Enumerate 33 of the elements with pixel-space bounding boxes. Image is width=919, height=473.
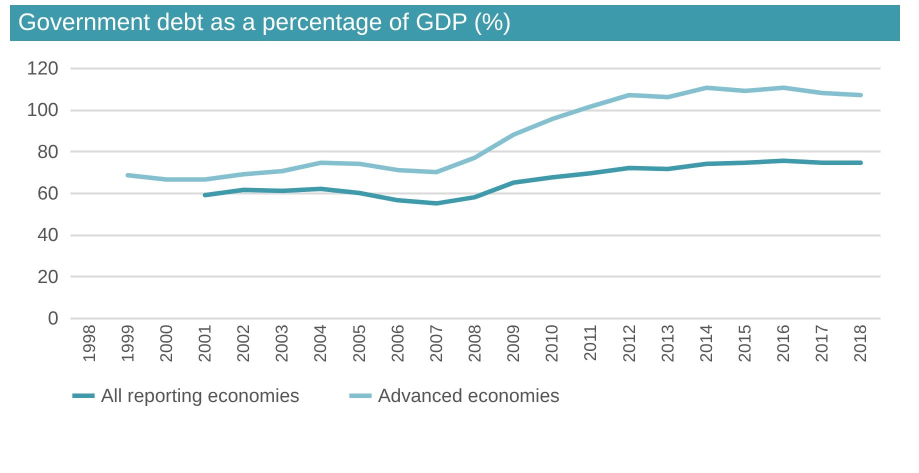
y-tick-label: 20 xyxy=(37,266,58,288)
y-tick-label: 60 xyxy=(37,184,58,204)
x-tick-label: 2010 xyxy=(542,324,562,362)
x-tick-label: 2013 xyxy=(658,324,678,362)
legend-label: Advanced economies xyxy=(378,386,560,407)
x-tick-label: 2015 xyxy=(736,324,754,362)
chart-title: Government debt as a percentage of GDP (%) xyxy=(18,9,512,36)
x-tick-label: 2003 xyxy=(272,324,292,362)
x-tick-label: 2000 xyxy=(156,324,176,362)
y-tick-label: 0 xyxy=(48,308,58,330)
y-tick-label: 40 xyxy=(37,225,58,246)
x-tick-label: 2006 xyxy=(388,324,408,362)
x-tick-label: 2002 xyxy=(234,324,254,362)
x-tick-label: 2016 xyxy=(774,324,794,362)
y-tick-label: 120 xyxy=(26,58,58,80)
x-tick-label: 2009 xyxy=(504,324,524,362)
line-series xyxy=(126,86,863,182)
x-tick-label: 2001 xyxy=(196,324,214,362)
y-tick-label: 80 xyxy=(37,142,58,163)
x-tick-label: 2014 xyxy=(696,324,716,362)
line-series xyxy=(202,158,863,206)
x-tick-label: 2017 xyxy=(812,324,832,362)
y-tick-label: 100 xyxy=(26,100,58,122)
x-tick-label: 2007 xyxy=(426,324,446,362)
x-tick-label: 2011 xyxy=(581,324,600,362)
x-tick-label: 2008 xyxy=(466,324,484,362)
x-tick-label: 2004 xyxy=(311,324,330,362)
x-tick-label: 2018 xyxy=(851,324,870,362)
x-tick-label: 2005 xyxy=(350,324,369,362)
x-tick-label: 1999 xyxy=(118,324,138,362)
x-tick-label: 2012 xyxy=(620,324,639,362)
x-tick-label: 1998 xyxy=(80,324,99,362)
legend-label: All reporting economies xyxy=(101,386,300,407)
